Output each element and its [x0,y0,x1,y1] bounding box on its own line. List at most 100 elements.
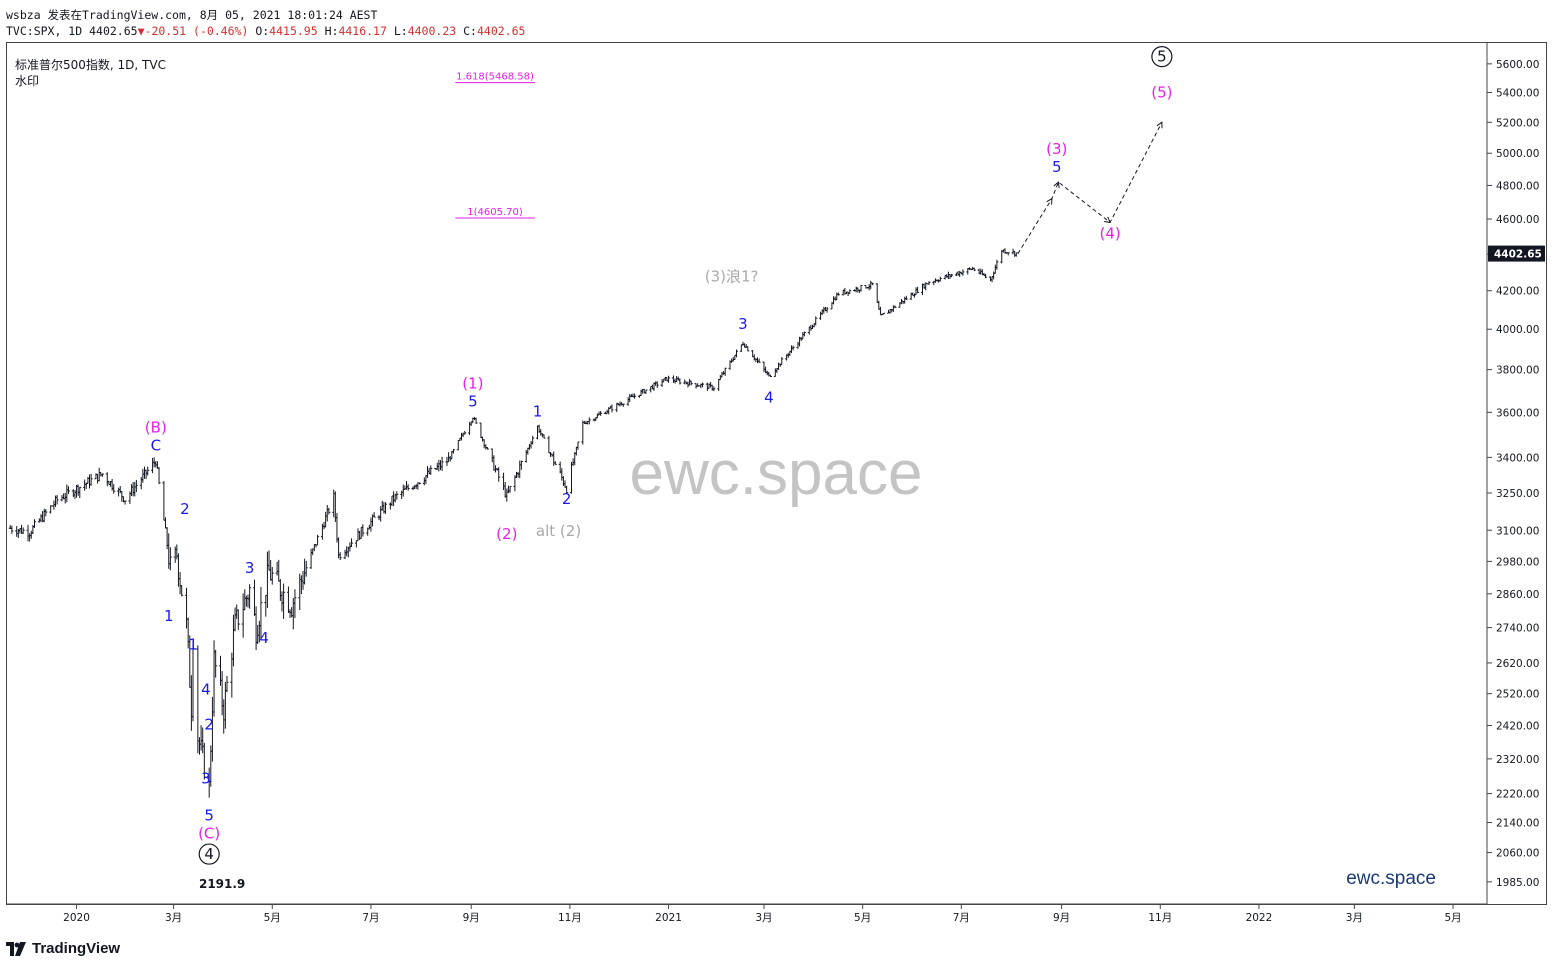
ohlc-bar [231,614,235,667]
ohlc-bar [303,558,307,585]
ohlc-bar [301,570,305,590]
ohlc-bar [505,488,509,502]
ohlc-bar [515,471,519,478]
ohlc-bar [139,476,143,490]
ohlc-bar [916,286,920,294]
ohlc-bar [299,575,303,595]
ohlc-bar [73,490,77,499]
ohlc-bar [219,655,223,686]
ohlc-bar [112,484,116,494]
ohlc-bar [97,467,101,482]
ohlc-bar [225,675,229,693]
ohlc-bar [655,381,659,388]
ohlc-bar [587,417,591,425]
fib-level-label: 1(4605.70) [467,207,523,218]
wave-label: (C) [198,825,220,843]
ohlc-bar [547,435,551,454]
y-tick-label: 1985.00 [1496,877,1539,889]
projection-arrowhead [1053,181,1060,189]
ohlc-bar [164,517,168,529]
ohlc-bar [96,473,100,484]
ohlc-bar [406,484,410,491]
ohlc-bar [324,511,328,528]
ohlc-bar [202,742,206,780]
wave-label: 2191.9 [199,877,245,891]
wave-label: alt (2) [536,522,581,540]
ohlc-bar [744,344,748,348]
ohlc-bar [100,473,104,477]
ohlc-bar [461,432,465,438]
ohlc-bar [429,465,433,475]
ohlc-bar [196,645,200,754]
ohlc-bar [438,460,442,471]
ohlc-bar [599,410,603,416]
ohlc-bar [327,507,331,515]
ohlc-bar [626,397,630,406]
ohlc-bar [83,479,87,491]
x-tick-label: 11月 [1148,912,1172,924]
ohlc-bar [527,443,531,450]
ohlc-bar [570,461,574,494]
ohlc-bar [633,393,637,399]
ohlc-bar [529,441,533,449]
ohlc-bar [105,472,109,487]
ohlc-bar [540,433,544,438]
ohlc-bar [236,609,240,630]
wave-label: 2 [180,500,190,518]
symbol-sub: 水印 [15,74,40,88]
projection-arrowhead [1104,216,1111,224]
ohlc-bar [133,481,137,497]
ohlc-bar [846,291,850,297]
ohlc-bar [914,287,918,296]
y-tick-label: 4800.00 [1496,180,1539,192]
ohlc-bar [15,525,19,537]
ohlc-bar [1013,251,1017,257]
ohlc-bar [474,417,478,424]
ohlc-bar [275,561,279,576]
ohlc-bar [912,293,916,298]
wave-label: 1 [188,635,198,653]
ohlc-bar [667,375,671,383]
ohlc-bar [802,331,806,337]
ohlc-bar [531,435,535,445]
x-tick-label: 9月 [1053,912,1070,924]
x-tick-label: 2022 [1246,912,1273,924]
y-tick-label: 2740.00 [1496,623,1539,635]
low-label: L: [393,24,408,38]
wave-circle-marker [198,843,220,865]
ohlc-bar [710,384,714,391]
down-arrow-icon: ▼ [137,24,145,38]
footer-logo[interactable]: TradingView [6,940,120,957]
ohlc-bar [348,542,352,552]
ohlc-bar [246,594,250,608]
ohlc-bar [414,484,418,489]
ohlc-bar [878,306,882,316]
ohlc-bar [621,403,625,407]
ohlc-bar [345,546,349,557]
ohlc-bar [484,444,488,450]
x-tick-label: 5月 [1444,912,1461,924]
ohlc-bar [451,448,455,454]
ohlc-bar [756,357,760,364]
ohlc-bar [518,460,522,479]
ohlc-bar [269,559,273,581]
y-tick-label: 5600.00 [1496,59,1539,71]
ohlc-bar [791,345,795,351]
ohlc-bar [1006,252,1010,256]
ohlc-bar [185,587,189,629]
ohlc-bar [502,472,506,491]
ohlc-bar [485,447,489,450]
ohlc-bar [280,591,284,612]
ohlc-bar [701,382,705,388]
ohlc-bar [506,485,510,494]
high-value: 4416.17 [338,24,387,38]
ohlc-bar [762,361,766,373]
y-tick-label: 4600.00 [1496,214,1539,226]
x-tick-label: 2020 [63,912,90,924]
ohlc-bar [241,593,245,638]
ohlc-bar [144,469,148,479]
ohlc-bar [950,273,954,278]
ohlc-bar [705,382,709,391]
ohlc-bar [945,274,949,278]
